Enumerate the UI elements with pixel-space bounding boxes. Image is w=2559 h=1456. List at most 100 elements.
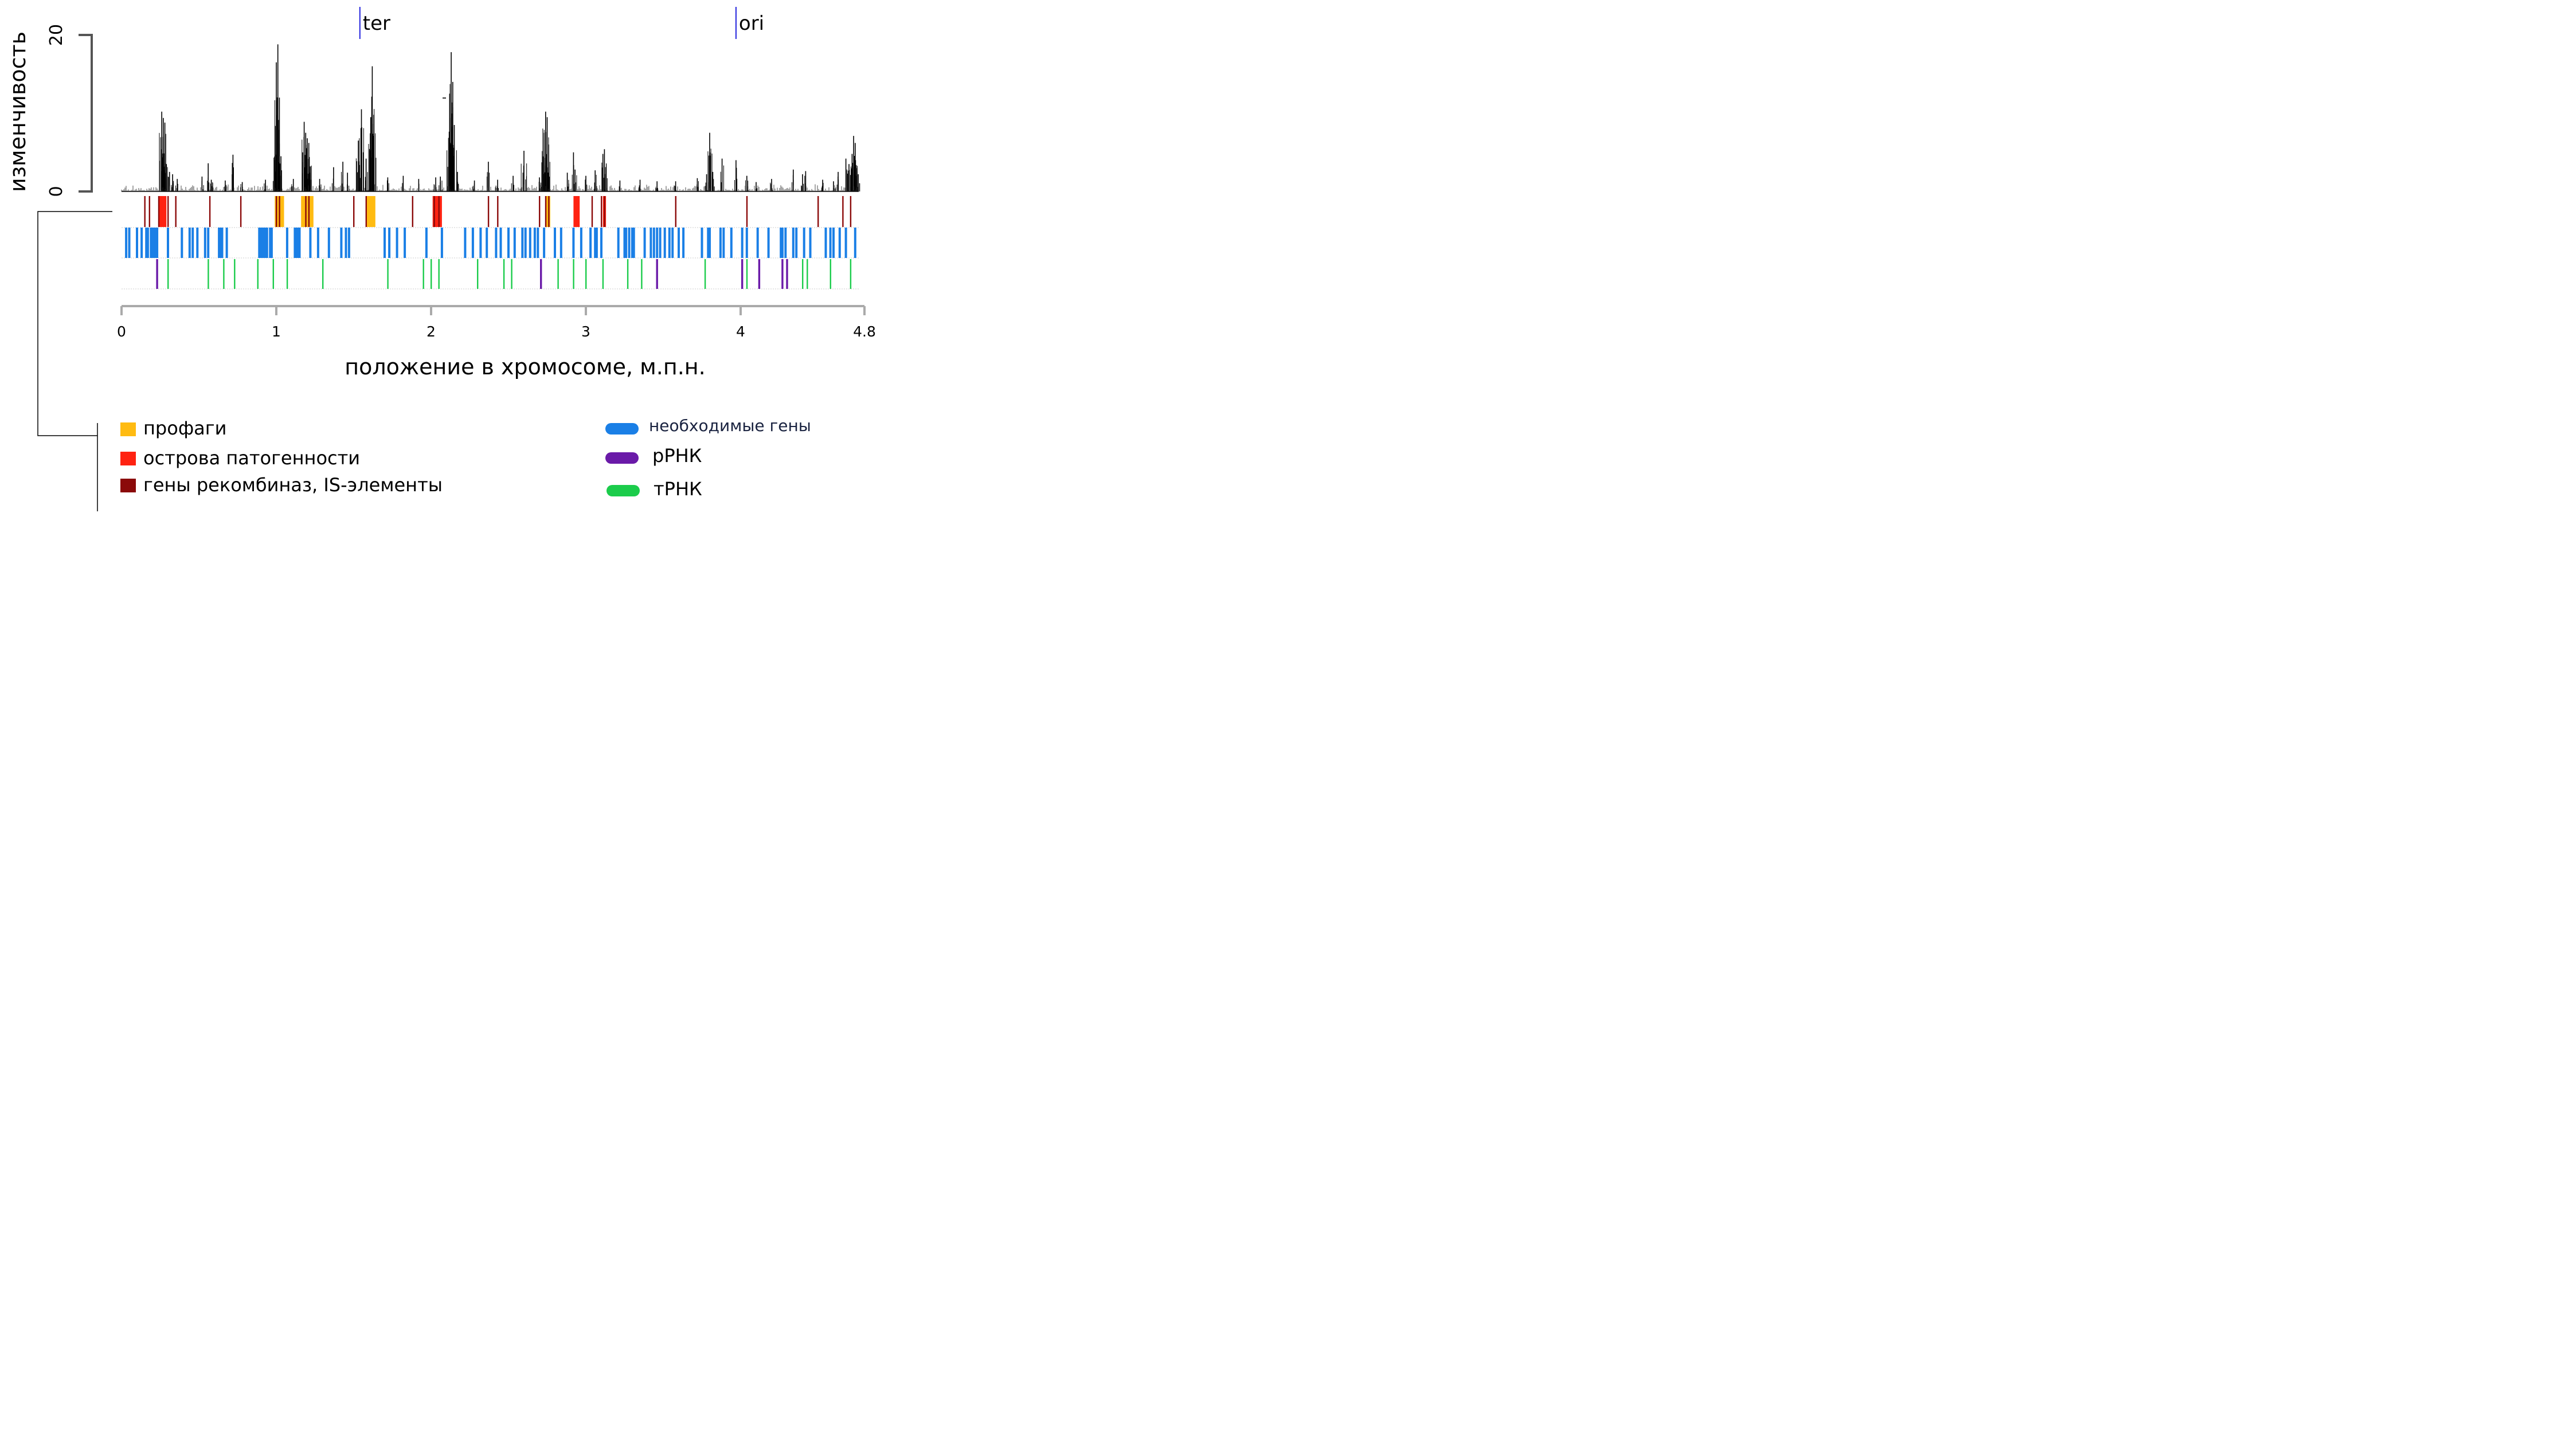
essential-gene <box>854 228 856 258</box>
essential-gene <box>207 228 210 258</box>
rrna-gene <box>758 259 761 289</box>
essential-gene <box>781 228 784 258</box>
essential-gene <box>440 228 443 258</box>
essential-gene <box>345 228 347 258</box>
recombinase-gene <box>167 196 169 227</box>
essential-gene <box>219 228 222 258</box>
essential-gene <box>479 228 482 258</box>
essential-gene <box>745 228 748 258</box>
recombinase-gene <box>279 196 280 227</box>
legend-label-trna: тРНК <box>654 478 702 500</box>
essential-gene <box>464 228 467 258</box>
x-tick-label: 0 <box>117 323 126 340</box>
recombinase-gene <box>209 196 211 227</box>
recombinase-gene <box>365 196 367 227</box>
essential-gene <box>296 228 299 258</box>
trna-gene <box>431 259 432 289</box>
recombinase-gene <box>746 196 748 227</box>
recombinase-gene <box>497 196 499 227</box>
essential-gene <box>507 228 510 258</box>
recombinase-gene <box>842 196 844 227</box>
recombinase-gene <box>438 196 440 227</box>
recombinase-gene <box>591 196 593 227</box>
recombinase-gene <box>539 196 541 227</box>
legend-label-recombinase: гены рекомбиназ, IS-элементы <box>143 474 443 496</box>
essential-gene <box>529 228 531 258</box>
trna-gene <box>322 259 324 289</box>
trna-gene <box>573 259 574 289</box>
essential-gene <box>722 228 725 258</box>
recombinase-gene <box>601 196 602 227</box>
x-tick-label: 2 <box>426 323 436 340</box>
essential-gene <box>580 228 582 258</box>
trna-gene <box>422 259 424 289</box>
recombinase-gene <box>487 196 490 227</box>
essential-gene <box>218 228 221 258</box>
essential-genes-track <box>125 228 856 258</box>
essential-gene <box>156 228 159 258</box>
essential-gene <box>632 228 635 258</box>
recombinase-gene <box>158 196 160 227</box>
essential-gene <box>151 228 154 258</box>
essential-gene <box>513 228 516 258</box>
essential-gene <box>260 228 262 258</box>
y-tick-label-bottom: 0 <box>46 186 66 197</box>
essential-gene <box>486 228 488 258</box>
essential-gene <box>167 228 169 258</box>
trna-gene <box>257 259 259 289</box>
essential-gene <box>152 228 155 258</box>
rrna-gene <box>741 259 744 289</box>
trna-gene <box>746 259 748 289</box>
essential-gene <box>809 228 812 258</box>
essential-gene <box>803 228 805 258</box>
origin-terminus-markers: ter ori <box>359 7 764 39</box>
x-tick-label: 3 <box>581 323 590 340</box>
essential-gene <box>188 228 191 258</box>
recombinase-gene <box>305 196 307 227</box>
essential-gene <box>838 228 841 258</box>
essential-gene <box>730 228 733 258</box>
rrna-gene <box>540 259 542 289</box>
recombinase-gene <box>144 196 146 227</box>
rrna-gene <box>781 259 784 289</box>
x-tick-label: 1 <box>272 323 281 340</box>
recombinase-gene <box>353 196 355 227</box>
essential-gene <box>191 228 194 258</box>
trna-gene <box>807 259 808 289</box>
essential-gene <box>136 228 138 258</box>
essential-gene <box>258 228 261 258</box>
trna-gene <box>511 259 512 289</box>
essential-gene <box>404 228 406 258</box>
essential-gene <box>295 228 298 258</box>
recombinase-gene <box>240 196 242 227</box>
essential-gene <box>340 228 343 258</box>
recombinase-gene <box>545 196 547 227</box>
x-ticks: 0 1 2 3 4 4.8 <box>117 306 876 340</box>
essential-gene <box>204 228 206 258</box>
x-tick-label: 4 <box>736 323 745 340</box>
essential-gene <box>495 228 498 258</box>
essential-gene <box>263 228 265 258</box>
essential-gene <box>792 228 795 258</box>
essential-gene <box>270 228 273 258</box>
recombinase-gene <box>433 196 435 227</box>
trna-gene <box>557 259 559 289</box>
essential-gene <box>617 228 620 258</box>
recombinase-gene <box>548 196 550 227</box>
recombinase-gene <box>412 196 413 227</box>
essential-gene <box>572 228 575 258</box>
prophage-track <box>275 196 550 227</box>
essential-gene <box>701 228 703 258</box>
essential-gene <box>146 228 149 258</box>
essential-gene <box>521 228 524 258</box>
y-tick-label-top: 20 <box>46 24 66 46</box>
essential-gene <box>524 228 527 258</box>
legend-connector <box>37 211 112 436</box>
essential-gene <box>425 228 428 258</box>
legend-swatch-pathogenicity-islands <box>120 452 136 465</box>
essential-gene <box>678 228 680 258</box>
trna-gene <box>850 259 852 289</box>
essential-gene <box>471 228 474 258</box>
y-axis <box>79 34 93 193</box>
essential-gene <box>824 228 827 258</box>
